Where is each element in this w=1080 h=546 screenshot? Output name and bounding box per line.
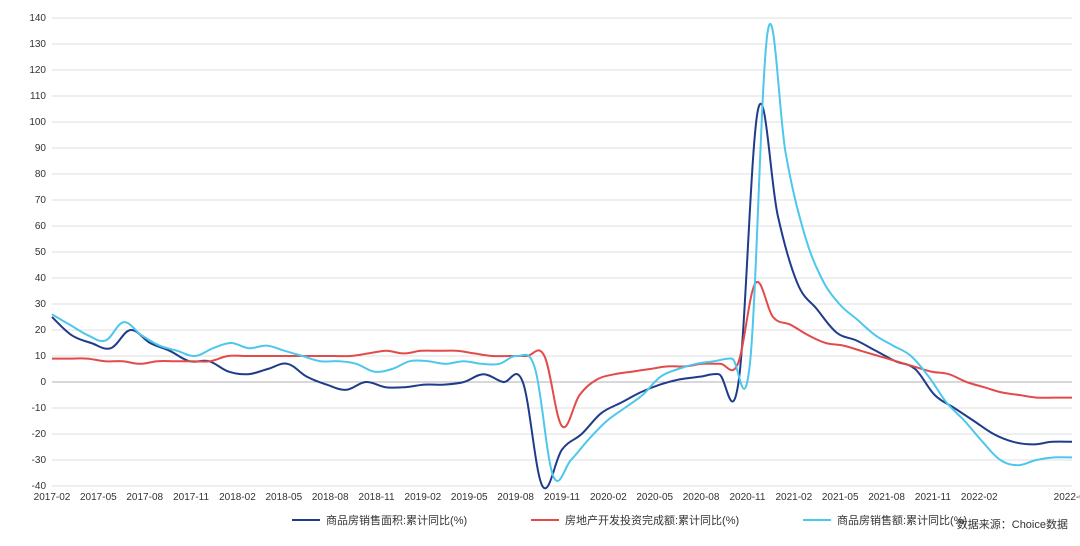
y-tick-label: 90 bbox=[35, 143, 47, 154]
y-tick-label: 60 bbox=[35, 221, 47, 232]
x-tick-label: 2019-11 bbox=[544, 492, 580, 503]
y-tick-label: -40 bbox=[32, 481, 47, 492]
x-tick-label: 2018-11 bbox=[359, 492, 395, 503]
y-tick-label: -10 bbox=[32, 403, 47, 414]
x-tick-label: 2020-02 bbox=[590, 492, 627, 503]
x-tick-label: 2020-05 bbox=[636, 492, 673, 503]
y-tick-label: 130 bbox=[29, 39, 46, 50]
y-tick-label: -20 bbox=[32, 429, 47, 440]
y-tick-label: 110 bbox=[30, 91, 46, 102]
x-tick-label: 2017-11 bbox=[173, 492, 209, 503]
x-tick-label: 2021-08 bbox=[868, 492, 905, 503]
y-tick-label: 20 bbox=[35, 325, 47, 336]
x-tick-label: 2022-02 bbox=[961, 492, 998, 503]
y-tick-label: 100 bbox=[29, 117, 46, 128]
x-tick-label: 2021-05 bbox=[822, 492, 859, 503]
legend-label: 商品房销售面积:累计同比(%) bbox=[326, 513, 467, 527]
legend-label: 商品房销售额:累计同比(%) bbox=[837, 513, 967, 527]
y-tick-label: 10 bbox=[35, 351, 47, 362]
y-tick-label: 140 bbox=[29, 13, 46, 24]
source-note: 数据来源：Choice数据 bbox=[957, 516, 1068, 532]
line-chart: -40 -30 -20 -10 0 10 20 30 40 50 60 70 80 90 100 110 120… bbox=[12, 8, 1080, 546]
x-tick-label: 2019-02 bbox=[405, 492, 442, 503]
x-tick-label: 2018-02 bbox=[219, 492, 256, 503]
legend-label: 房地产开发投资完成额:累计同比(%) bbox=[565, 513, 739, 527]
series-line bbox=[52, 282, 1072, 427]
x-tick-label: 2020-08 bbox=[683, 492, 720, 503]
chart-container: -40 -30 -20 -10 0 10 20 30 40 50 60 70 80 90 100 110 120… bbox=[0, 0, 1080, 538]
x-tick-label: 2019-05 bbox=[451, 492, 488, 503]
y-tick-label: -30 bbox=[32, 455, 47, 466]
series-line bbox=[52, 104, 1072, 489]
x-tick-label: 2022-07 bbox=[1054, 492, 1080, 503]
y-tick-label: 80 bbox=[35, 169, 47, 180]
y-tick-label: 120 bbox=[29, 65, 46, 76]
x-tick-label: 2017-08 bbox=[126, 492, 163, 503]
y-tick-label: 70 bbox=[35, 195, 47, 206]
x-tick-label: 2018-05 bbox=[265, 492, 302, 503]
y-tick-label: 30 bbox=[35, 299, 47, 310]
x-tick-label: 2017-05 bbox=[80, 492, 117, 503]
x-tick-label: 2020-11 bbox=[729, 492, 765, 503]
y-tick-label: 50 bbox=[35, 247, 47, 258]
y-tick-label: 40 bbox=[35, 273, 47, 284]
series-line bbox=[52, 24, 1072, 481]
x-tick-label: 2021-02 bbox=[775, 492, 812, 503]
x-tick-label: 2017-02 bbox=[34, 492, 71, 503]
y-tick-label: 0 bbox=[40, 377, 46, 388]
x-tick-label: 2018-08 bbox=[312, 492, 349, 503]
x-tick-label: 2019-08 bbox=[497, 492, 534, 503]
x-tick-label: 2021-11 bbox=[915, 492, 951, 503]
